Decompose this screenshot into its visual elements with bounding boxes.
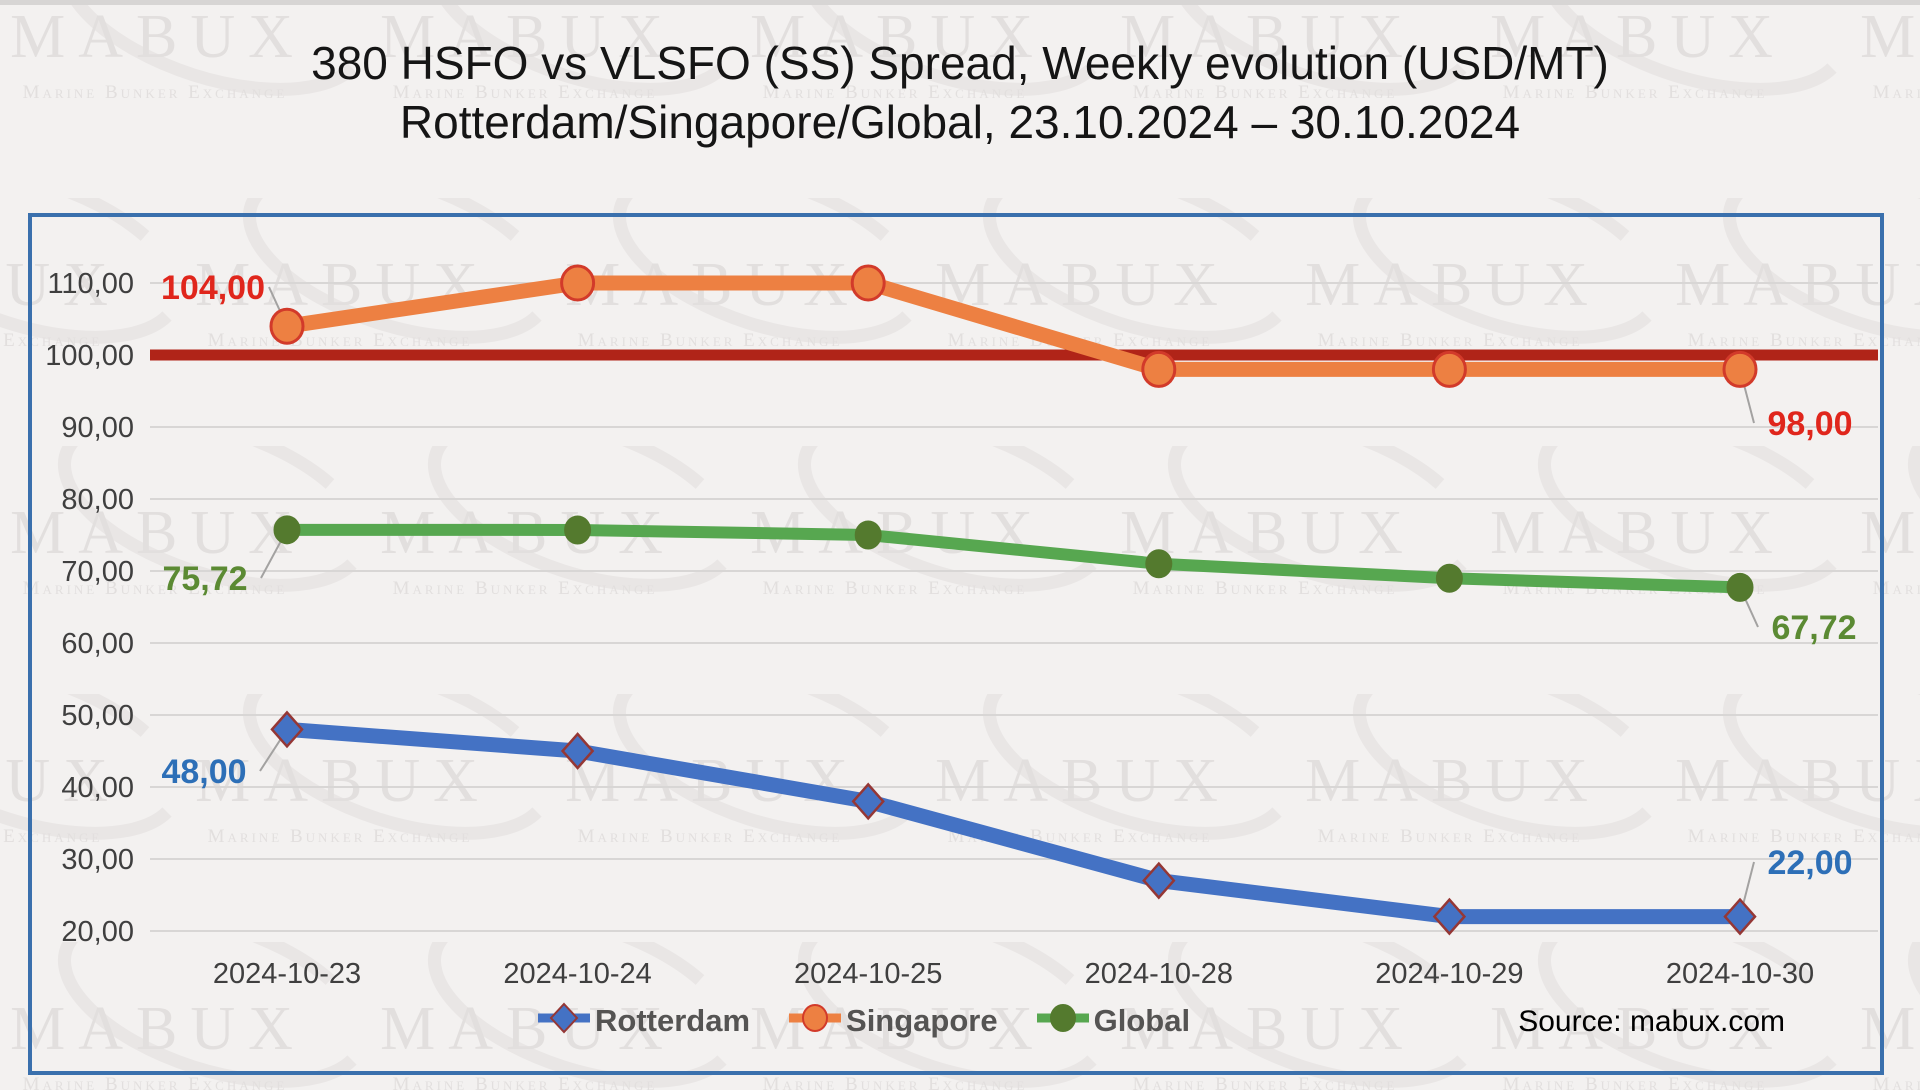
data-point-rotterdam-2024-10-30: [1723, 897, 1757, 936]
data-label: 48,00: [161, 753, 246, 791]
data-point-global-2024-10-24: [564, 515, 592, 545]
data-point-global-2024-10-29: [1435, 563, 1463, 593]
data-label: 75,72: [162, 560, 247, 598]
watermark-subtitle: Marine Bunker Exchange: [1872, 1074, 1920, 1090]
chart-title-line2: Rotterdam/Singapore/Global, 23.10.2024 –…: [399, 96, 1521, 148]
legend-label-rotterdam: Rotterdam: [595, 1002, 751, 1038]
watermark-subtitle: Marine Bunker Exchange: [22, 1074, 288, 1090]
watermark-subtitle: Marine Bunker Exchange: [392, 1074, 658, 1090]
data-point-rotterdam-2024-10-28: [1142, 861, 1176, 900]
y-axis-label: 20,00: [61, 916, 134, 948]
legend-label-global: Global: [1093, 1002, 1191, 1038]
data-point-singapore-2024-10-23: [269, 307, 305, 345]
top-edge-strip: [0, 0, 1920, 5]
y-axis-label: 90,00: [61, 412, 134, 444]
legend-item-singapore: Singapore: [788, 1000, 998, 1041]
y-axis-label: 100,00: [45, 340, 134, 372]
data-point-singapore-2024-10-24: [560, 264, 596, 302]
x-axis-label: 2024-10-28: [1085, 958, 1233, 990]
data-label: 104,00: [161, 269, 265, 307]
chart-title: 380 HSFO vs VLSFO (SS) Spread, Weekly ev…: [0, 34, 1920, 152]
legend-marker-rotterdam-icon: [537, 1000, 591, 1041]
data-point-global-2024-10-28: [1145, 549, 1173, 579]
watermark-subtitle: Marine Bunker Exchange: [762, 1074, 1028, 1090]
data-point-singapore-2024-10-30: [1722, 350, 1758, 388]
y-axis-label: 80,00: [61, 484, 134, 516]
x-axis-label: 2024-10-29: [1375, 958, 1523, 990]
data-point-singapore-2024-10-28: [1141, 350, 1177, 388]
legend-marker-singapore-icon: [788, 1000, 842, 1041]
data-point-singapore-2024-10-25: [850, 264, 886, 302]
watermark-subtitle: Marine Bunker Exchange: [1132, 1074, 1398, 1090]
data-point-global-2024-10-30: [1726, 572, 1754, 602]
y-axis-label: 70,00: [61, 556, 134, 588]
data-point-rotterdam-2024-10-25: [851, 782, 885, 821]
data-point-rotterdam-2024-10-29: [1432, 897, 1467, 936]
data-point-rotterdam-2024-10-24: [560, 732, 595, 770]
data-point-rotterdam-2024-10-23: [270, 710, 304, 749]
data-label: 22,00: [1767, 844, 1852, 882]
x-axis-label: 2024-10-24: [503, 958, 651, 990]
y-axis-label: 40,00: [61, 772, 134, 804]
x-axis-label: 2024-10-30: [1666, 958, 1814, 990]
y-axis-label: 30,00: [61, 844, 134, 876]
source-label: Source: mabux.com: [1518, 1005, 1785, 1038]
watermark-subtitle: Marine Bunker Exchange: [1502, 1074, 1768, 1090]
data-label: 98,00: [1767, 405, 1852, 443]
series-line-global: [281, 523, 1746, 594]
chart-area: 110,00 100,00 90,00 80,00 70,00 60,00 50,00 40,…: [28, 213, 1884, 1075]
chart-title-line1: 380 HSFO vs VLSFO (SS) Spread, Weekly ev…: [311, 37, 1609, 89]
legend-item-rotterdam: Rotterdam: [537, 1000, 750, 1041]
y-axis-label: 110,00: [47, 268, 134, 300]
x-axis-label: 2024-10-23: [213, 958, 361, 990]
series-line-rotterdam: [279, 721, 1748, 925]
legend-marker-global-icon: [1036, 1000, 1090, 1041]
data-point-singapore-2024-10-29: [1431, 350, 1467, 388]
data-point-global-2024-10-25: [854, 520, 882, 550]
legend-label-singapore: Singapore: [846, 1002, 998, 1038]
x-axis-label: 2024-10-25: [794, 958, 942, 990]
y-axis-label: 50,00: [61, 700, 134, 732]
legend-item-global: Global: [1036, 1000, 1190, 1041]
data-point-global-2024-10-23: [273, 515, 301, 545]
data-label: 67,72: [1771, 609, 1856, 647]
chart-plot: 110,00 100,00 90,00 80,00 70,00 60,00 50,00 40,…: [45, 264, 1878, 990]
chart-legend: Rotterdam Singapore Global: [537, 1000, 1190, 1041]
y-axis-label: 60,00: [61, 628, 134, 660]
